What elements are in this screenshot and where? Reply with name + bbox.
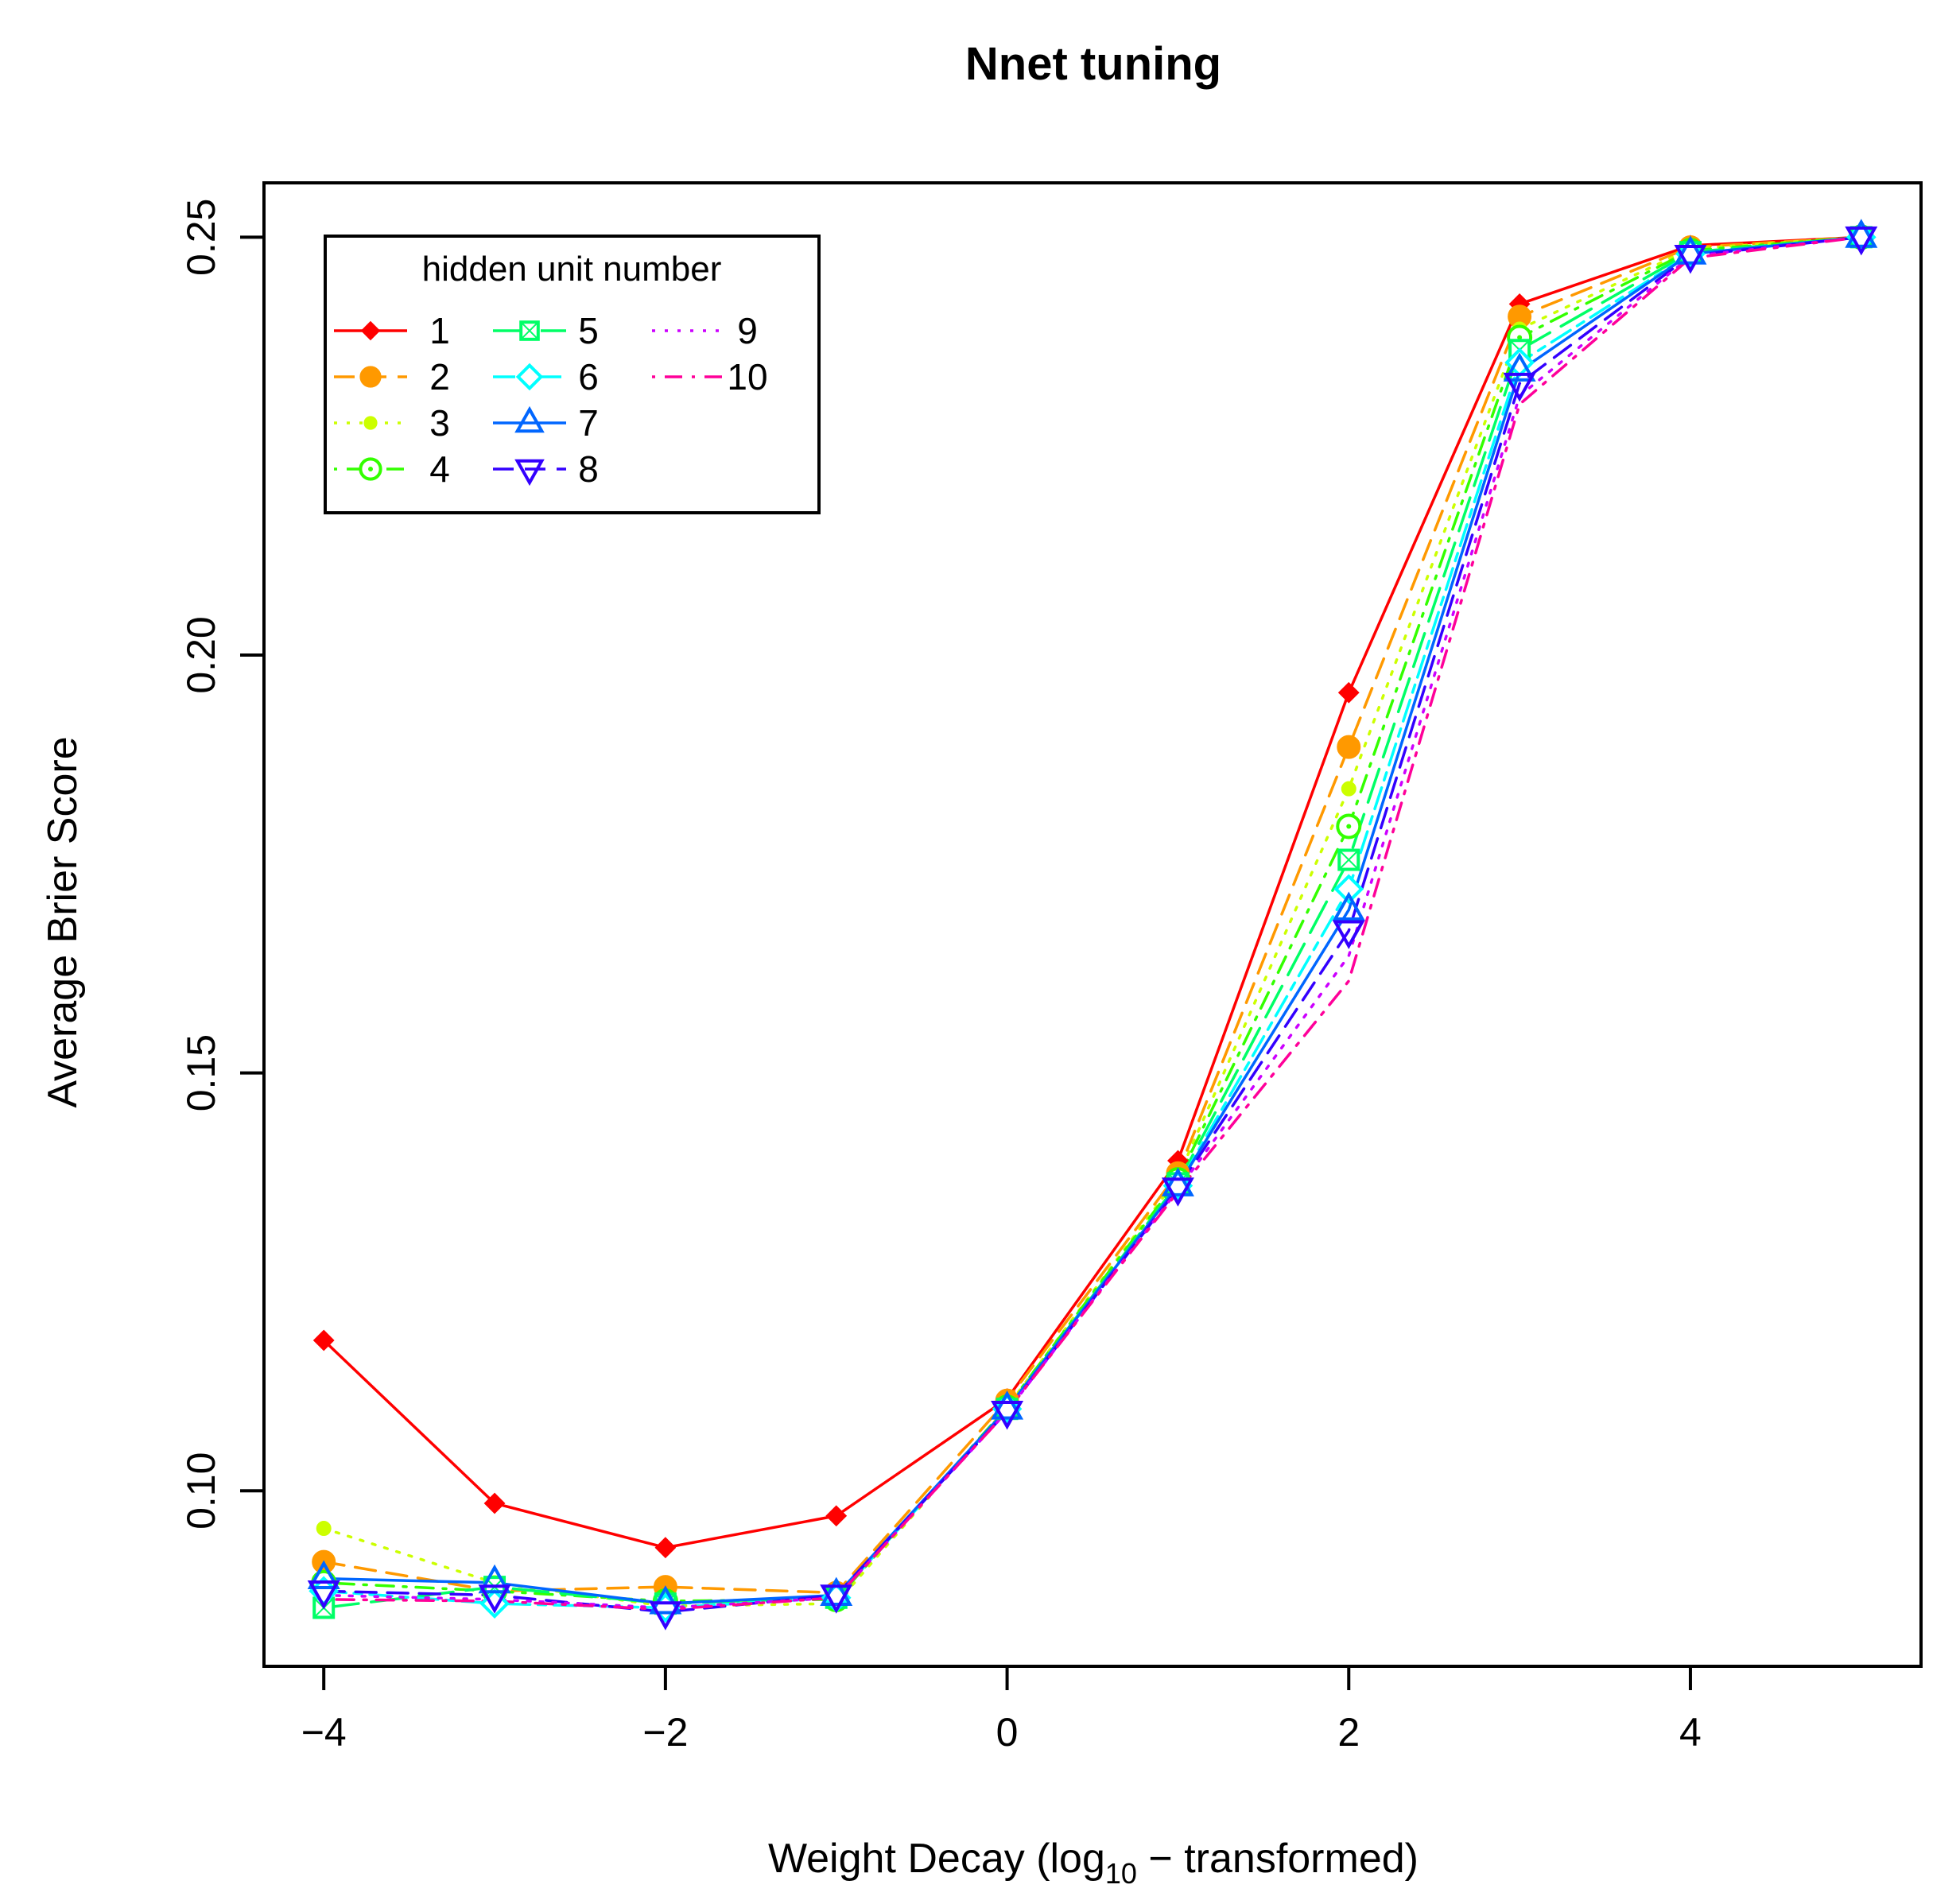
data-point-8 bbox=[820, 1584, 853, 1614]
legend-entry-1: 1 bbox=[334, 310, 450, 351]
legend-marker bbox=[359, 366, 382, 388]
legend-marker bbox=[515, 363, 544, 391]
data-point-7 bbox=[478, 1564, 511, 1594]
data-point-1 bbox=[825, 1505, 848, 1527]
series-line-10 bbox=[322, 235, 1863, 1611]
legend-label: 9 bbox=[737, 310, 758, 351]
chart-title: Nnet tuning bbox=[965, 38, 1221, 90]
data-point-5 bbox=[1337, 848, 1360, 871]
data-point-8 bbox=[1332, 920, 1365, 949]
legend-marker bbox=[363, 416, 378, 430]
data-point-7 bbox=[649, 1585, 682, 1615]
legend-entry-4: 4 bbox=[334, 448, 450, 490]
y-tick-label: 0.20 bbox=[179, 616, 223, 693]
x-axis: −4 −2 0 2 4 bbox=[301, 1665, 1702, 1755]
series-line-7 bbox=[322, 235, 1863, 1605]
legend-entry-10: 10 bbox=[652, 356, 768, 397]
data-point-8 bbox=[1674, 245, 1707, 274]
series-line-1 bbox=[322, 235, 1863, 1549]
x-axis-label-subscript: 10 bbox=[1105, 1857, 1137, 1890]
data-point-3 bbox=[1341, 781, 1356, 797]
data-point-8 bbox=[1503, 372, 1536, 402]
legend-label: 3 bbox=[429, 402, 450, 444]
legend-marker bbox=[359, 457, 382, 481]
data-point-7 bbox=[991, 1390, 1024, 1420]
legend-entry-3: 3 bbox=[334, 402, 450, 444]
legend-entry-8: 8 bbox=[493, 448, 599, 490]
data-point-7 bbox=[1674, 235, 1707, 265]
legend-label: 6 bbox=[578, 356, 599, 397]
legend-entry-9: 9 bbox=[652, 310, 758, 351]
x-tick-label: −2 bbox=[642, 1710, 688, 1755]
series-layer bbox=[307, 219, 1878, 1631]
data-point-3 bbox=[316, 1521, 332, 1537]
y-tick-label: 0.25 bbox=[179, 199, 223, 276]
data-point-2 bbox=[1337, 735, 1361, 759]
data-point-7 bbox=[307, 1560, 340, 1590]
legend-marker bbox=[514, 459, 545, 487]
x-axis-label-suffix: − transformed) bbox=[1137, 1836, 1419, 1882]
legend-label: 10 bbox=[727, 356, 767, 397]
series-markers bbox=[307, 219, 1878, 1631]
legend-label: 7 bbox=[578, 402, 599, 444]
x-tick-label: −4 bbox=[301, 1710, 347, 1755]
data-point-7 bbox=[1503, 352, 1536, 382]
legend-entry-6: 6 bbox=[493, 356, 599, 397]
data-point-1 bbox=[312, 1329, 335, 1351]
legend-label: 5 bbox=[578, 310, 599, 351]
data-point-8 bbox=[307, 1580, 340, 1610]
legend-marker bbox=[519, 320, 540, 341]
data-point-1 bbox=[483, 1492, 506, 1514]
data-point-8 bbox=[1845, 226, 1878, 256]
legend-marker bbox=[514, 405, 545, 433]
x-axis-label-prefix: Weight Decay (log bbox=[768, 1836, 1105, 1882]
data-point-4 bbox=[1336, 813, 1362, 840]
legend-label: 8 bbox=[578, 448, 599, 490]
data-point-8 bbox=[478, 1584, 511, 1614]
data-point-7 bbox=[1332, 891, 1365, 921]
y-tick-label: 0.15 bbox=[179, 1034, 223, 1111]
legend-entry-7: 7 bbox=[493, 402, 599, 444]
legend-label: 1 bbox=[429, 310, 450, 351]
data-point-6 bbox=[1333, 874, 1364, 905]
data-point-8 bbox=[991, 1400, 1024, 1430]
y-axis: 0.10 0.15 0.20 0.25 bbox=[179, 199, 266, 1530]
x-tick-label: 2 bbox=[1337, 1710, 1360, 1755]
data-point-8 bbox=[649, 1601, 682, 1631]
data-point-7 bbox=[1845, 219, 1878, 248]
y-axis-label: Average Brier Score bbox=[40, 736, 86, 1107]
x-axis-label: Weight Decay (log10 − transformed) bbox=[768, 1836, 1419, 1890]
data-point-1 bbox=[1337, 681, 1360, 704]
legend-entry-5: 5 bbox=[493, 310, 599, 351]
legend-box bbox=[324, 235, 821, 514]
legend-title: hidden unit number bbox=[422, 250, 722, 289]
legend-marker bbox=[360, 320, 381, 341]
series-line-2 bbox=[322, 235, 1863, 1595]
legend-entry-2: 2 bbox=[334, 356, 450, 397]
series-lines bbox=[322, 235, 1863, 1614]
y-tick-label: 0.10 bbox=[179, 1452, 223, 1530]
data-point-1 bbox=[654, 1537, 677, 1559]
legend-label: 4 bbox=[429, 448, 450, 490]
data-point-7 bbox=[820, 1576, 853, 1607]
x-tick-label: 0 bbox=[996, 1710, 1019, 1755]
legend-label: 2 bbox=[429, 356, 450, 397]
x-tick-label: 4 bbox=[1679, 1710, 1702, 1755]
data-point-7 bbox=[1161, 1167, 1194, 1196]
data-point-8 bbox=[1161, 1177, 1194, 1207]
